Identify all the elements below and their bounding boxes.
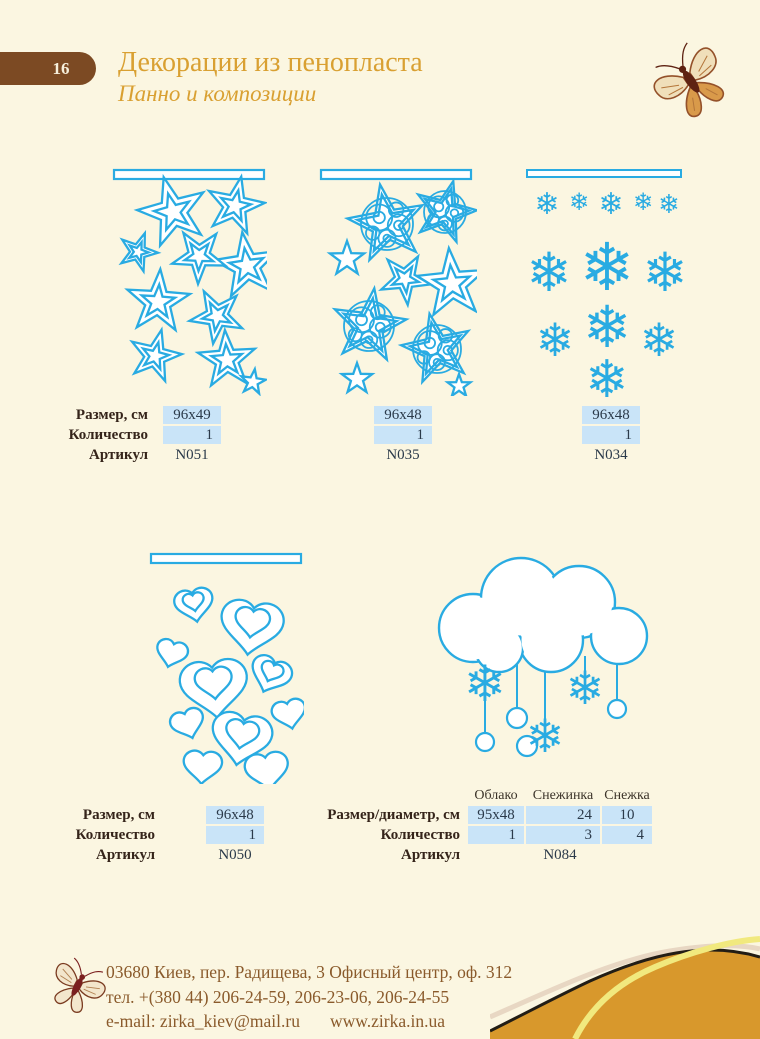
snowflake-icons: ❄ ❄ ❄ bbox=[464, 655, 604, 763]
svg-text:❄: ❄ bbox=[579, 229, 634, 306]
snowflakes-cluster: ❄ ❄ ❄ ❄ ❄ ❄ ❄ ❄ ❄ ❄ ❄ ❄ bbox=[526, 187, 687, 400]
svg-text:❄: ❄ bbox=[585, 350, 629, 400]
page-title: Декорации из пенопласта bbox=[118, 47, 423, 78]
row-label-quantity: Количество bbox=[75, 827, 155, 843]
svg-text:❄: ❄ bbox=[526, 241, 571, 304]
article-value: N051 bbox=[175, 447, 209, 463]
svg-text:❄: ❄ bbox=[640, 313, 679, 367]
row-label-quantity: Количество bbox=[380, 827, 460, 843]
product-image-hearts bbox=[149, 552, 304, 784]
svg-text:❄: ❄ bbox=[526, 709, 565, 763]
row-label-size: Размер, см bbox=[82, 807, 155, 823]
hanging-strings bbox=[484, 652, 618, 733]
butterfly-icon bbox=[653, 42, 725, 118]
svg-text:❄: ❄ bbox=[536, 313, 575, 367]
column-header-snowball: Снежка bbox=[604, 788, 650, 803]
snowball-icons bbox=[474, 698, 628, 758]
quantity-value: 1 bbox=[206, 826, 264, 844]
hanger-bar bbox=[526, 169, 682, 178]
svg-text:❄: ❄ bbox=[633, 188, 653, 216]
quantity-value: 1 bbox=[468, 826, 524, 844]
svg-text:❄: ❄ bbox=[598, 187, 623, 222]
size-value: 96x49 bbox=[163, 406, 221, 424]
row-label-quantity: Количество bbox=[68, 427, 148, 443]
svg-text:❄: ❄ bbox=[566, 661, 605, 715]
size-value: 10 bbox=[602, 806, 652, 824]
svg-text:❄: ❄ bbox=[464, 655, 506, 713]
hanger-bar bbox=[149, 552, 303, 565]
article-value: N034 bbox=[594, 447, 628, 463]
size-value: 96x48 bbox=[206, 806, 264, 824]
row-label-size-diameter: Размер/диаметр, см bbox=[327, 807, 460, 823]
svg-text:❄: ❄ bbox=[569, 188, 589, 216]
footer-contacts: e-mail: zirka_kiev@mail.ru www.zirka.in.u… bbox=[106, 1011, 445, 1032]
footer-email: e-mail: zirka_kiev@mail.ru bbox=[106, 1011, 300, 1031]
svg-text:❄: ❄ bbox=[583, 293, 632, 361]
quantity-value: 3 bbox=[526, 826, 600, 844]
butterfly-icon bbox=[54, 957, 106, 1013]
row-label-article: Артикул bbox=[401, 847, 460, 863]
quantity-value: 1 bbox=[582, 426, 640, 444]
size-value: 95x48 bbox=[468, 806, 524, 824]
product-image-stars bbox=[111, 164, 267, 396]
product-image-snowflakes: ❄ ❄ ❄ ❄ ❄ ❄ ❄ ❄ ❄ ❄ ❄ ❄ bbox=[526, 169, 687, 400]
stars-cluster bbox=[115, 168, 267, 394]
article-value: N035 bbox=[386, 447, 420, 463]
product-image-cloud: ❄ ❄ ❄ bbox=[437, 556, 649, 763]
quantity-value: 4 bbox=[602, 826, 652, 844]
size-value: 96x48 bbox=[374, 406, 432, 424]
hearts-cluster bbox=[151, 584, 304, 784]
hanger-bar bbox=[319, 168, 473, 181]
article-value: N084 bbox=[543, 847, 577, 863]
article-value: N050 bbox=[218, 847, 252, 863]
svg-text:❄: ❄ bbox=[642, 241, 687, 304]
footer-phone: тел. +(380 44) 206-24-59, 206-23-06, 206… bbox=[106, 987, 450, 1007]
product-image-stars-roses bbox=[317, 164, 477, 396]
page-number: 16 bbox=[52, 59, 70, 78]
footer-website: www.zirka.in.ua bbox=[329, 1011, 445, 1031]
svg-text:❄: ❄ bbox=[658, 190, 680, 220]
size-value: 24 bbox=[526, 806, 600, 824]
row-label-article: Артикул bbox=[89, 447, 148, 463]
row-label-article: Артикул bbox=[96, 847, 155, 863]
quantity-value: 1 bbox=[163, 426, 221, 444]
row-label-size: Размер, см bbox=[75, 407, 148, 423]
footer-address: 03680 Киев, пер. Радищева, 3 Офисный цен… bbox=[106, 962, 513, 982]
svg-text:❄: ❄ bbox=[534, 187, 559, 222]
size-value: 96x48 bbox=[582, 406, 640, 424]
cloud-shape bbox=[437, 556, 649, 674]
page-subtitle: Панно и композиции bbox=[118, 81, 317, 106]
column-header-snowflake: Снежинка bbox=[532, 788, 594, 803]
page-number-tab: 16 bbox=[0, 52, 96, 85]
hanger-bar bbox=[112, 168, 266, 181]
column-header-cloud: Облако bbox=[474, 788, 518, 803]
quantity-value: 1 bbox=[374, 426, 432, 444]
corner-swoosh-decoration bbox=[490, 936, 760, 1039]
